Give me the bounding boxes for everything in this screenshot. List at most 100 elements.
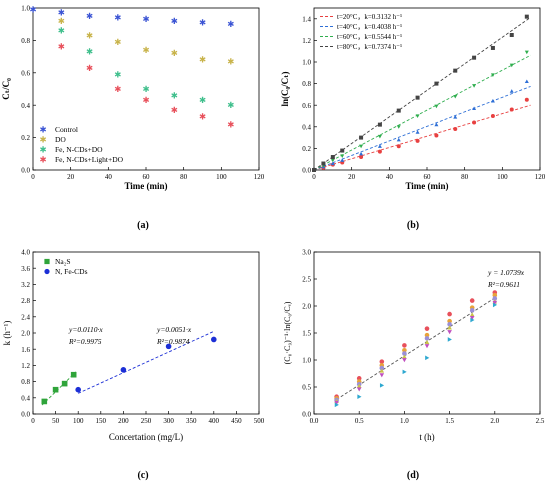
panel-b-tag: (b) bbox=[407, 220, 419, 231]
series-3-point bbox=[312, 168, 316, 172]
y-tick-label: 0.6 bbox=[302, 102, 311, 110]
series-0-point bbox=[416, 139, 420, 143]
legend-marker: ✱ bbox=[40, 135, 47, 144]
y-tick-label: 4.0 bbox=[21, 249, 30, 257]
x-tick-label: 40 bbox=[386, 173, 394, 181]
x-tick-label: 500 bbox=[254, 417, 265, 425]
series-0-point bbox=[42, 399, 48, 405]
legend-marker: ✱ bbox=[40, 145, 47, 154]
x-tick-label: 1.5 bbox=[445, 417, 454, 425]
fit-line-0 bbox=[314, 105, 531, 170]
series-0-point: ✱ bbox=[114, 14, 121, 23]
legend-marker bbox=[44, 269, 49, 274]
series-4-point bbox=[425, 344, 430, 348]
series-4-point bbox=[380, 373, 385, 377]
y-tick-label: 0.2 bbox=[21, 134, 30, 142]
series-1-point: ✱ bbox=[114, 38, 121, 47]
panel-d-tag: (d) bbox=[407, 470, 419, 481]
series-1-point bbox=[378, 144, 382, 148]
series-3-point: ✱ bbox=[227, 121, 234, 130]
y-tick-label: 0.6 bbox=[21, 69, 30, 77]
y-tick-label: 0.0 bbox=[21, 411, 30, 419]
series-2-point: ✱ bbox=[86, 48, 93, 57]
x-tick-label: 0 bbox=[312, 173, 316, 181]
panel-d-ylabel: (C₀·C₉)⁻¹·ln(C₀/Cₑ) bbox=[283, 301, 292, 364]
y-tick-label: 1.4 bbox=[302, 15, 311, 23]
series-0-point bbox=[378, 150, 382, 154]
fit-line-1 bbox=[314, 86, 531, 170]
series-5-point bbox=[425, 356, 429, 361]
y-tick-label: 1.5 bbox=[302, 330, 311, 338]
x-tick-label: 350 bbox=[186, 417, 197, 425]
series-1-point: ✱ bbox=[143, 46, 150, 55]
series-0-point bbox=[434, 133, 438, 137]
series-3-point bbox=[359, 136, 363, 140]
legend-label-3: Fe, N-CDs+Light+DO bbox=[55, 155, 124, 164]
series-0-point: ✱ bbox=[199, 18, 206, 27]
x-tick-label: 300 bbox=[163, 417, 174, 425]
series-2-point bbox=[434, 105, 438, 109]
x-tick-label: 0 bbox=[31, 173, 35, 181]
panel-b-xlabel: Time (min) bbox=[405, 181, 448, 191]
series-0-point: ✱ bbox=[227, 20, 234, 29]
series-2-point: ✱ bbox=[58, 27, 65, 36]
series-3-point: ✱ bbox=[58, 43, 65, 52]
series-1-point: ✱ bbox=[86, 31, 93, 40]
series-0-point: ✱ bbox=[143, 15, 150, 24]
y-tick-label: 1.6 bbox=[21, 346, 30, 354]
y-tick-label: 1.2 bbox=[302, 37, 311, 45]
x-tick-label: 100 bbox=[497, 173, 508, 181]
series-0-point bbox=[472, 120, 476, 124]
series-0-point: ✱ bbox=[171, 17, 178, 26]
series-2-point bbox=[397, 125, 401, 129]
panel-c-tag: (c) bbox=[137, 470, 148, 481]
series-3-point bbox=[321, 162, 325, 166]
series-3-point bbox=[472, 56, 476, 60]
series-1-point bbox=[472, 106, 476, 110]
fit-line-2 bbox=[314, 55, 531, 170]
y-tick-label: 2.4 bbox=[21, 313, 30, 321]
x-tick-label: 60 bbox=[424, 173, 432, 181]
series-0-point bbox=[53, 387, 59, 393]
panel-b-ylabel: ln(C₀/Cₜ) bbox=[280, 71, 290, 106]
y-tick-label: 3.2 bbox=[21, 281, 30, 289]
panel-c: 0.0 0.4 0.8 1.2 1.6 2.0 2.4 2.8 3.2 3.6 4.0 0 50 100 1… bbox=[2, 249, 265, 481]
y-tick-label: 2.8 bbox=[21, 297, 30, 305]
x-tick-label: 150 bbox=[96, 417, 107, 425]
series-3-point bbox=[491, 46, 495, 50]
series-1-point bbox=[491, 99, 495, 103]
series-4-point bbox=[447, 330, 452, 334]
x-tick-label: 0 bbox=[31, 417, 35, 425]
series-4-point bbox=[357, 387, 362, 391]
panel-c-fit-1-r2: R²=0.9975 bbox=[68, 337, 102, 346]
panel-d-fit-r2: R²=0.9611 bbox=[487, 280, 520, 289]
series-3-point: ✱ bbox=[171, 106, 178, 115]
y-tick-label: 0.4 bbox=[21, 394, 30, 402]
x-tick-label: 80 bbox=[461, 173, 469, 181]
series-0-point bbox=[397, 144, 401, 148]
series-3-point: ✱ bbox=[199, 112, 206, 121]
series-0-point: ✱ bbox=[30, 5, 37, 14]
y-tick-label: 0.4 bbox=[21, 102, 30, 110]
series-1-point bbox=[75, 387, 81, 393]
legend-marker: ✱ bbox=[40, 155, 47, 164]
series-2-point: ✱ bbox=[171, 91, 178, 100]
panel-c-ylabel: k (h⁻¹) bbox=[2, 321, 12, 346]
x-tick-label: 20 bbox=[348, 173, 356, 181]
panel-d-xlabel: t (h) bbox=[419, 432, 434, 442]
series-0-point bbox=[71, 372, 77, 378]
series-2-point: ✱ bbox=[199, 96, 206, 105]
legend-label-1: N, Fe-CDs bbox=[55, 267, 88, 276]
y-tick-label: 0.0 bbox=[21, 167, 30, 175]
y-tick-label: 3.6 bbox=[21, 265, 30, 273]
x-tick-label: 120 bbox=[535, 173, 546, 181]
series-3-point bbox=[397, 109, 401, 113]
legend-label-3: t=80°C，k=0.7374 h⁻¹ bbox=[337, 43, 402, 51]
series-2-point: ✱ bbox=[143, 85, 150, 94]
y-tick-label: 1.2 bbox=[21, 362, 30, 370]
y-tick-label: 2.0 bbox=[21, 330, 30, 338]
series-3-point: ✱ bbox=[86, 64, 93, 73]
panel-a-xlabel: Time (min) bbox=[124, 181, 167, 191]
series-0-point bbox=[447, 312, 452, 317]
y-tick-label: 1.0 bbox=[302, 59, 311, 67]
